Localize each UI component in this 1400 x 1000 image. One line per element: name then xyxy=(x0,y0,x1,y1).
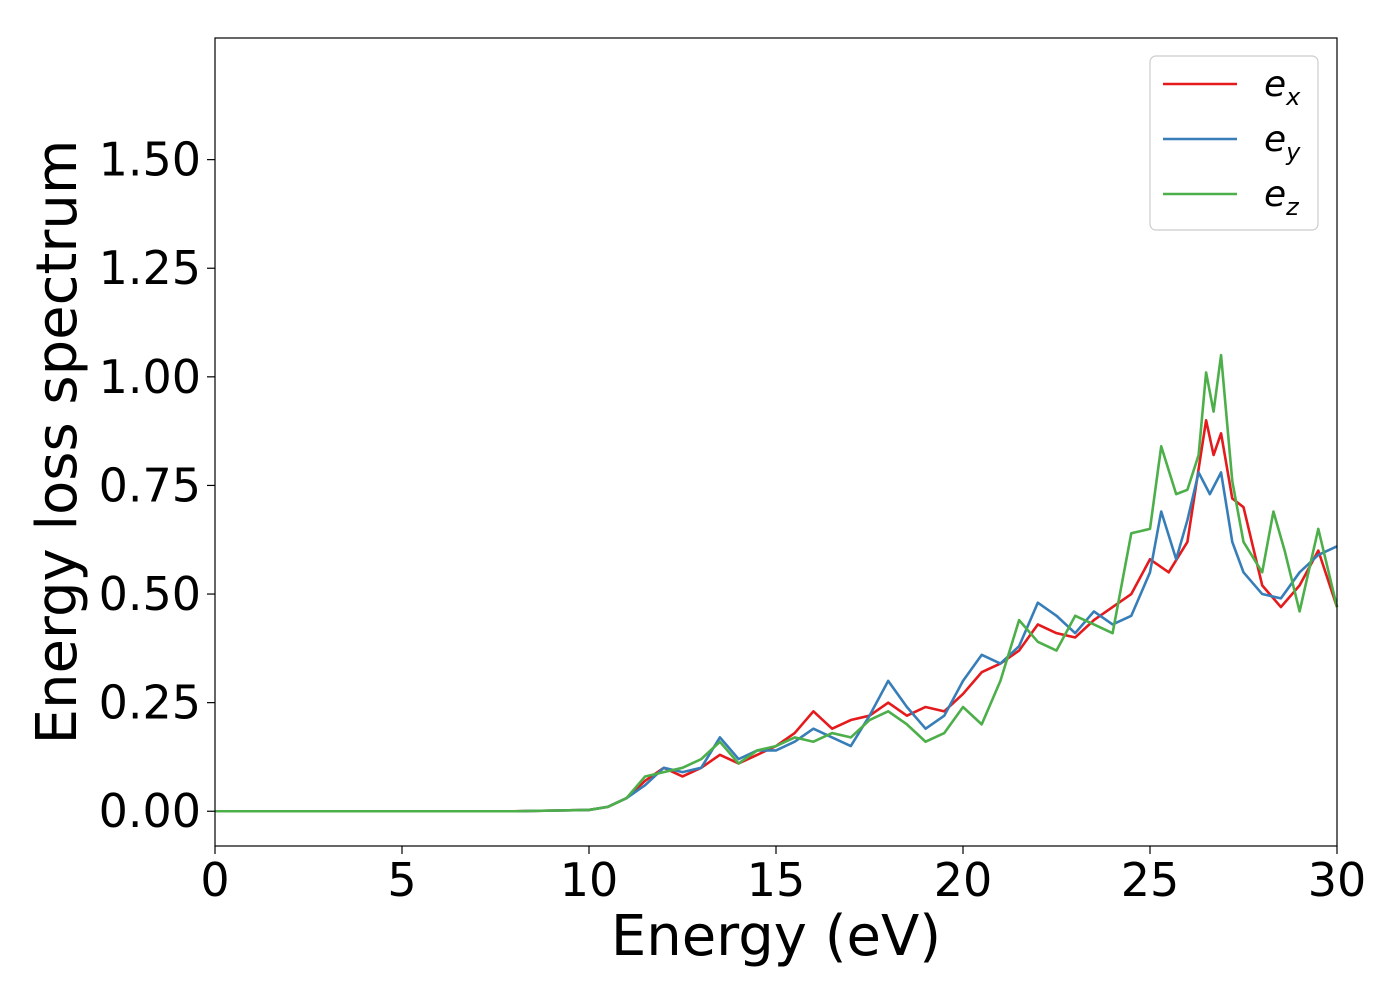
legend-label-subscript: z xyxy=(1285,193,1300,221)
legend-label-z: ez xyxy=(1264,174,1300,221)
y-tick-label: 0.25 xyxy=(99,676,201,730)
y-tick-label: 0.50 xyxy=(99,567,201,621)
y-axis: 0.00 0.25 0.50 0.75 1.00 1.25 1.50 xyxy=(99,133,215,838)
y-tick-label: 0.00 xyxy=(99,784,201,838)
x-tick-label: 5 xyxy=(387,853,416,907)
legend-label-subscript: x xyxy=(1285,83,1301,111)
legend-label-subscript: y xyxy=(1285,138,1301,166)
series-line-y xyxy=(215,471,1338,813)
y-tick-label: 1.25 xyxy=(99,241,201,295)
legend-label-base: e xyxy=(1264,64,1286,105)
legend-box xyxy=(1149,55,1319,231)
x-axis: 0 5 10 15 20 25 30 xyxy=(200,846,1366,907)
y-axis-title: Energy loss spectrum xyxy=(25,140,90,745)
series-line-z xyxy=(215,353,1339,813)
legend-label-base: e xyxy=(1264,119,1286,160)
x-axis-title: Energy (eV) xyxy=(611,904,941,969)
series-layer xyxy=(215,353,1339,813)
x-tick-label: 20 xyxy=(934,853,993,907)
x-tick-label: 25 xyxy=(1121,853,1180,907)
y-tick-label: 1.50 xyxy=(99,133,201,187)
x-tick-label: 30 xyxy=(1308,853,1367,907)
y-tick-label: 1.00 xyxy=(99,350,201,404)
legend-label-base: e xyxy=(1264,174,1286,215)
x-tick-label: 15 xyxy=(747,853,806,907)
series-line-x xyxy=(215,418,1339,813)
legend-label-x: ex xyxy=(1264,64,1301,111)
x-tick-label: 0 xyxy=(200,853,229,907)
x-tick-label: 10 xyxy=(560,853,619,907)
y-tick-label: 0.75 xyxy=(99,458,201,512)
legend-label-y: ey xyxy=(1264,119,1301,166)
